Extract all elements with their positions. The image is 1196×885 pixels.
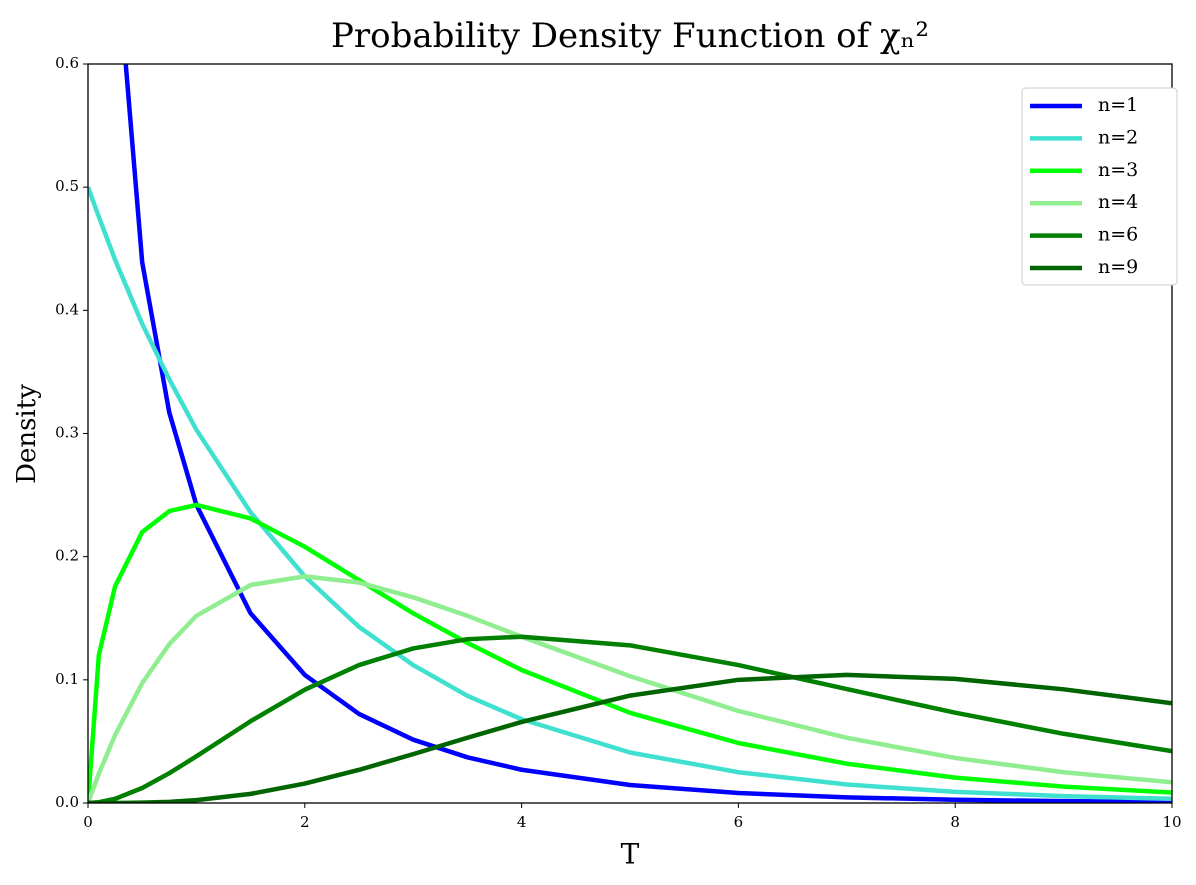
legend-label: n=4 [1098,191,1138,213]
series-line [123,64,1172,803]
series-line [88,502,1172,803]
y-tick-label: 0.2 [55,547,79,565]
plot-frame [87,63,1173,804]
chart-title: Probability Density Function of χₙ² [331,16,929,56]
x-tick-label: 2 [300,813,310,831]
y-tick-label: 0.3 [55,424,79,442]
y-axis-label: Density [12,384,42,484]
legend-label: n=9 [1098,256,1138,278]
legend-label: n=2 [1098,126,1138,148]
x-axis-label: T [621,838,640,871]
x-tick-label: 8 [950,813,960,831]
x-tick-label: 0 [83,813,93,831]
plot-lines [88,64,1172,803]
x-tick-label: 10 [1162,813,1181,831]
x-tick-label: 4 [517,813,527,831]
y-tick-label: 0.6 [55,54,79,72]
legend-label: n=1 [1098,94,1138,116]
series-line [88,634,1172,803]
y-tick-label: 0.1 [55,670,79,688]
x-tick-label: 6 [734,813,744,831]
legend-label: n=6 [1098,224,1138,246]
legend-label: n=3 [1098,159,1138,181]
y-tick-label: 0.4 [55,300,79,318]
y-tick-label: 0.5 [55,177,79,195]
series-line [88,574,1172,803]
y-tick-label: 0.0 [55,793,79,811]
series-line [88,186,1172,802]
